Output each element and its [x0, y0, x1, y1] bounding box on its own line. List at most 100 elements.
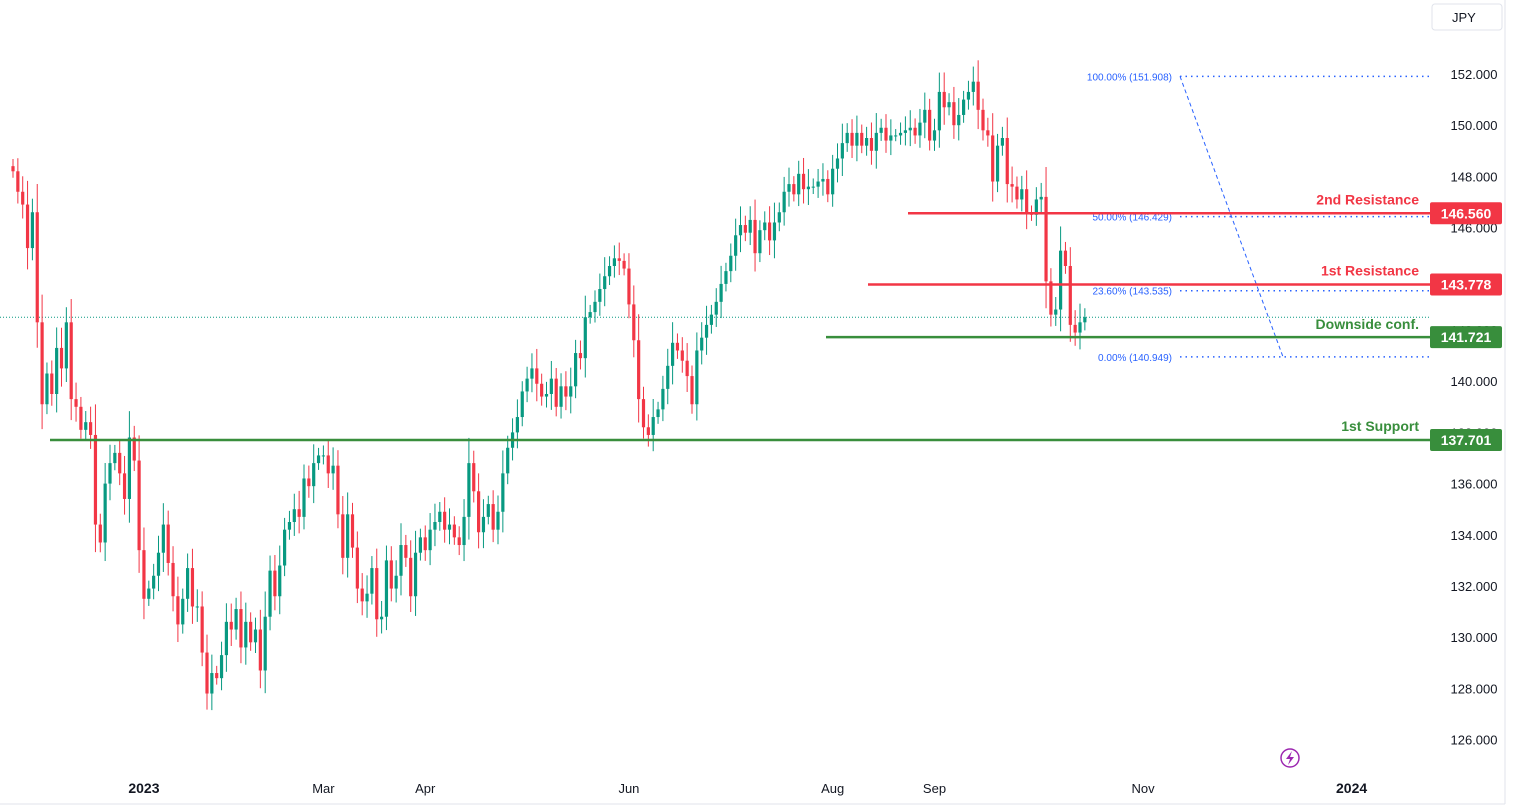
candle[interactable]	[215, 665, 219, 685]
candle[interactable]	[137, 435, 141, 573]
candle[interactable]	[898, 122, 903, 145]
candle[interactable]	[903, 116, 907, 146]
candle[interactable]	[578, 340, 583, 370]
candle[interactable]	[797, 160, 801, 207]
candle[interactable]	[603, 257, 607, 307]
candle[interactable]	[186, 553, 190, 612]
candle[interactable]	[40, 294, 44, 430]
candle[interactable]	[530, 353, 534, 393]
candle[interactable]	[928, 98, 932, 151]
candle[interactable]	[423, 525, 427, 561]
candle[interactable]	[937, 72, 941, 148]
candle[interactable]	[166, 510, 170, 576]
candle[interactable]	[195, 589, 199, 622]
candle[interactable]	[894, 129, 898, 142]
candle[interactable]	[176, 576, 180, 643]
candle[interactable]	[389, 546, 393, 602]
lightning-alert-icon[interactable]	[1280, 748, 1300, 768]
candle[interactable]	[738, 206, 743, 253]
candle[interactable]	[55, 327, 59, 413]
candle[interactable]	[743, 215, 747, 242]
candle[interactable]	[127, 411, 131, 523]
candle[interactable]	[1063, 241, 1068, 274]
candle[interactable]	[16, 158, 20, 204]
candle[interactable]	[734, 218, 738, 271]
candle[interactable]	[506, 435, 510, 485]
candle[interactable]	[525, 366, 529, 403]
candle[interactable]	[617, 242, 621, 276]
candle[interactable]	[826, 170, 830, 203]
candle[interactable]	[1068, 247, 1072, 342]
candle[interactable]	[554, 368, 558, 417]
candle[interactable]	[316, 447, 321, 470]
candle[interactable]	[156, 535, 161, 592]
candle[interactable]	[113, 444, 117, 471]
candle[interactable]	[700, 322, 704, 365]
candle[interactable]	[607, 256, 612, 285]
candle[interactable]	[501, 450, 505, 533]
candle[interactable]	[889, 119, 893, 156]
candle[interactable]	[74, 382, 78, 422]
candle[interactable]	[612, 245, 616, 278]
candle[interactable]	[234, 597, 238, 640]
candle[interactable]	[384, 545, 389, 631]
candle[interactable]	[1025, 170, 1029, 230]
candle[interactable]	[685, 343, 689, 392]
candle[interactable]	[1000, 126, 1004, 156]
candle[interactable]	[103, 462, 107, 562]
candle[interactable]	[1015, 176, 1019, 209]
currency-selector[interactable]: JPY	[1431, 3, 1503, 31]
candle[interactable]	[438, 502, 442, 531]
candle[interactable]	[792, 176, 796, 202]
candle[interactable]	[413, 530, 418, 616]
candle[interactable]	[1073, 310, 1077, 346]
candle[interactable]	[1020, 175, 1024, 212]
candle[interactable]	[719, 265, 723, 319]
candle[interactable]	[995, 133, 1000, 193]
candle[interactable]	[724, 262, 728, 292]
candle[interactable]	[559, 373, 563, 419]
candle[interactable]	[249, 612, 253, 651]
candle[interactable]	[399, 523, 403, 596]
candle[interactable]	[772, 202, 777, 259]
candle[interactable]	[986, 117, 990, 147]
candle[interactable]	[957, 98, 961, 141]
candle[interactable]	[593, 290, 597, 323]
candle[interactable]	[433, 503, 437, 547]
candle[interactable]	[1049, 268, 1053, 327]
time-axis[interactable]: 2023 Mar Apr Jun Aug Sep Nov 2024	[128, 780, 1367, 796]
candle[interactable]	[680, 337, 684, 373]
candle[interactable]	[380, 600, 384, 634]
candle[interactable]	[768, 206, 772, 256]
candle[interactable]	[520, 381, 524, 427]
candle[interactable]	[370, 556, 374, 605]
candle[interactable]	[549, 360, 553, 410]
candle[interactable]	[816, 168, 820, 198]
candle[interactable]	[477, 473, 481, 549]
candle[interactable]	[321, 445, 325, 465]
candle[interactable]	[758, 220, 762, 263]
candle[interactable]	[598, 273, 602, 316]
candle[interactable]	[375, 548, 379, 637]
candle[interactable]	[409, 540, 413, 613]
candle[interactable]	[258, 609, 262, 689]
candle[interactable]	[35, 183, 39, 348]
candle[interactable]	[428, 513, 432, 566]
candle[interactable]	[981, 98, 985, 141]
candle[interactable]	[244, 602, 248, 665]
candle[interactable]	[1083, 308, 1087, 331]
candle[interactable]	[709, 304, 713, 334]
candle[interactable]	[452, 516, 456, 545]
currency-box[interactable]	[1431, 3, 1503, 31]
candle[interactable]	[147, 580, 151, 606]
candle[interactable]	[637, 314, 641, 423]
candle[interactable]	[811, 178, 815, 195]
candle[interactable]	[287, 510, 292, 540]
candle[interactable]	[583, 295, 587, 378]
candle[interactable]	[748, 206, 752, 246]
candle[interactable]	[341, 496, 345, 575]
candle[interactable]	[336, 450, 340, 529]
candle[interactable]	[394, 560, 398, 603]
candle[interactable]	[535, 348, 539, 402]
